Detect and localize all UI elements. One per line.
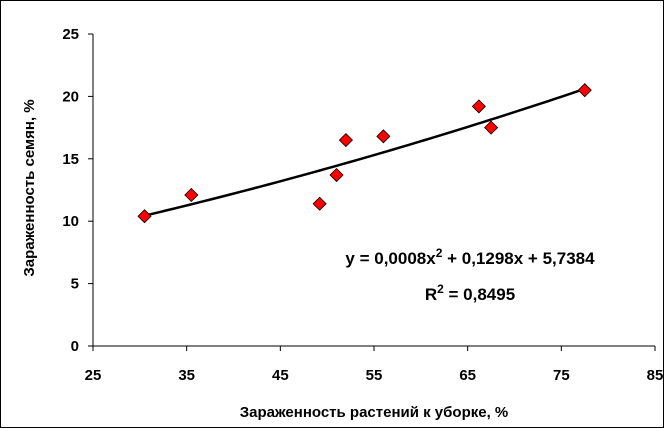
y-tick-label: 15 [62, 151, 79, 168]
data-point [338, 133, 353, 148]
data-points [137, 83, 592, 224]
r-squared-superscript: 2 [437, 282, 444, 296]
x-tick-label: 25 [85, 367, 102, 384]
y-tick-label: 10 [62, 213, 79, 230]
x-tick-label: 75 [553, 367, 570, 384]
trendline [144, 87, 586, 217]
y-tick-label: 25 [62, 26, 79, 43]
data-point [137, 209, 152, 224]
y-tick-label: 20 [62, 88, 79, 105]
x-tick-label: 55 [366, 367, 383, 384]
x-tick-label: 45 [272, 367, 289, 384]
data-point [329, 167, 344, 183]
data-point [484, 120, 499, 135]
data-point [312, 196, 327, 211]
y-axis-title: Зараженность семян, % [21, 99, 38, 276]
equation-superscript: 2 [436, 246, 443, 260]
trendline-equation: y = 0,0008x2 + 0,1298x + 5,7384 [345, 246, 595, 268]
data-point [577, 83, 592, 98]
data-point [471, 99, 486, 114]
r-squared-label: R2 = 0,8495 [425, 282, 515, 304]
y-tick-label: 0 [71, 338, 79, 355]
trendline-group [144, 87, 586, 217]
x-axis-title: Зараженность растений к уборке, % [240, 404, 509, 421]
x-tick-label: 35 [178, 367, 195, 384]
data-point [184, 187, 199, 203]
data-point [376, 129, 391, 144]
x-tick-label: 85 [647, 367, 664, 384]
y-tick-label: 5 [71, 276, 79, 293]
x-tick-label: 65 [459, 367, 476, 384]
axes: 0 5 10 15 20 25 25 35 45 55 65 75 85 [62, 26, 663, 384]
